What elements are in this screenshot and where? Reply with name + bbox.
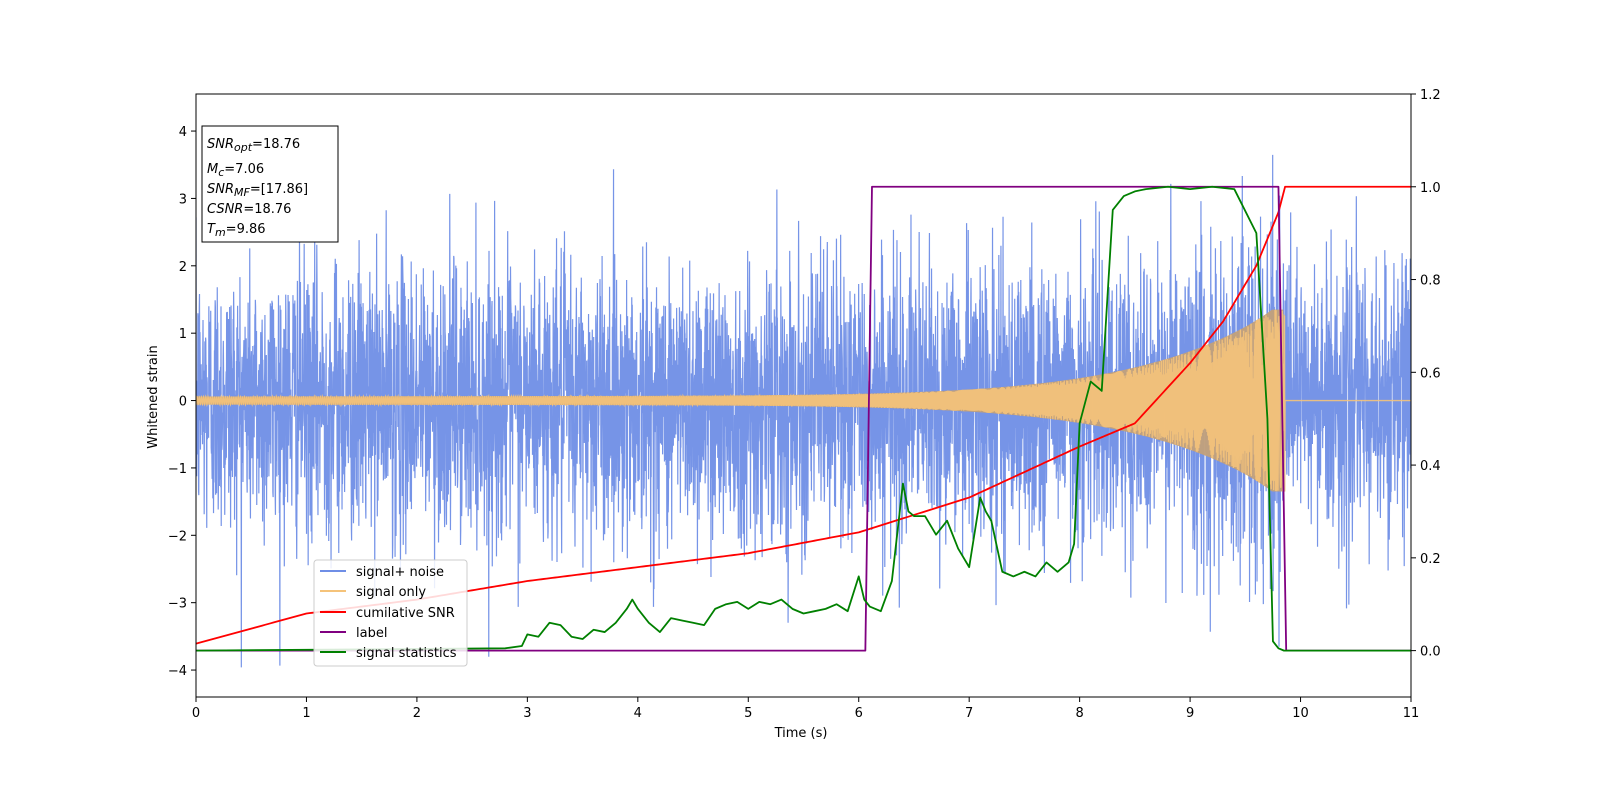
annotation-tm: Tm=9.86	[207, 222, 266, 239]
x-tick-label: 11	[1403, 706, 1420, 721]
signal-statistics-line	[196, 185, 1411, 652]
y-left-tick-label: 2	[179, 260, 187, 275]
legend-label-signal-noise: signal+ noise	[356, 565, 444, 580]
legend-label-label: label	[356, 626, 387, 641]
legend-label-signal-only: signal only	[356, 585, 426, 600]
annotation-box: SNRopt=18.76 Mc=7.06 SNRMF=[17.86] CSNR=…	[201, 125, 339, 243]
y-axis-left: −4 −3 −2 −1 0 1 2 3 4	[168, 125, 196, 679]
y-right-tick-label: 1.2	[1420, 88, 1441, 103]
y-left-tick-label: 0	[179, 395, 187, 410]
x-tick-label: 10	[1292, 706, 1309, 721]
x-tick-label: 6	[855, 706, 863, 721]
y-right-tick-label: 0.2	[1420, 552, 1441, 567]
legend-label-signal-statistics: signal statistics	[356, 646, 457, 661]
x-tick-label: 9	[1186, 706, 1194, 721]
x-tick-label: 1	[302, 706, 310, 721]
y-right-tick-label: 1.0	[1420, 181, 1441, 196]
signal-only-line	[196, 310, 1411, 492]
legend: signal+ noise signal only cumilative SNR…	[313, 559, 468, 667]
y-left-tick-label: 1	[179, 327, 187, 342]
y-axis-label: Whitened strain	[146, 345, 161, 448]
y-left-tick-label: −4	[168, 664, 187, 679]
y-right-tick-label: 0.0	[1420, 645, 1441, 660]
x-tick-label: 2	[413, 706, 421, 721]
x-tick-label: 7	[965, 706, 973, 721]
annotation-snr-mf: SNRMF=[17.86]	[207, 182, 308, 199]
x-axis-label: Time (s)	[774, 726, 828, 741]
x-tick-label: 5	[744, 706, 752, 721]
annotation-snr-opt: SNRopt=18.76	[207, 137, 300, 154]
x-tick-label: 4	[634, 706, 642, 721]
cumulative-snr-line	[196, 185, 1411, 645]
y-left-tick-label: −1	[168, 462, 187, 477]
signal-noise-line	[196, 154, 1411, 668]
x-axis: 0 1 2 3 4 5 6 7 8 9 10 11	[192, 697, 1419, 721]
y-left-tick-label: 4	[179, 125, 187, 140]
annotation-mc: Mc=7.06	[207, 162, 264, 179]
legend-frame	[313, 559, 468, 667]
y-left-tick-label: 3	[179, 192, 187, 207]
y-right-tick-label: 0.4	[1420, 459, 1441, 474]
signal-noise-series	[196, 154, 1411, 668]
x-tick-label: 8	[1075, 706, 1083, 721]
annotation-frame	[201, 125, 339, 243]
legend-label-cumulative-snr: cumilative SNR	[356, 606, 455, 621]
x-tick-label: 3	[523, 706, 531, 721]
signal-only-series	[196, 309, 1411, 492]
y-right-tick-label: 0.8	[1420, 274, 1441, 289]
x-tick-label: 0	[192, 706, 200, 721]
y-right-tick-label: 0.6	[1420, 366, 1441, 381]
y-axis-right: 0.0 0.2 0.4 0.6 0.8 1.0 1.2	[1411, 88, 1441, 660]
right-axis-series	[196, 185, 1411, 652]
y-left-tick-label: −3	[168, 597, 187, 612]
annotation-csnr: CSNR=18.76	[207, 202, 291, 217]
plot-frame	[195, 93, 1412, 698]
y-left-tick-label: −2	[168, 529, 187, 544]
